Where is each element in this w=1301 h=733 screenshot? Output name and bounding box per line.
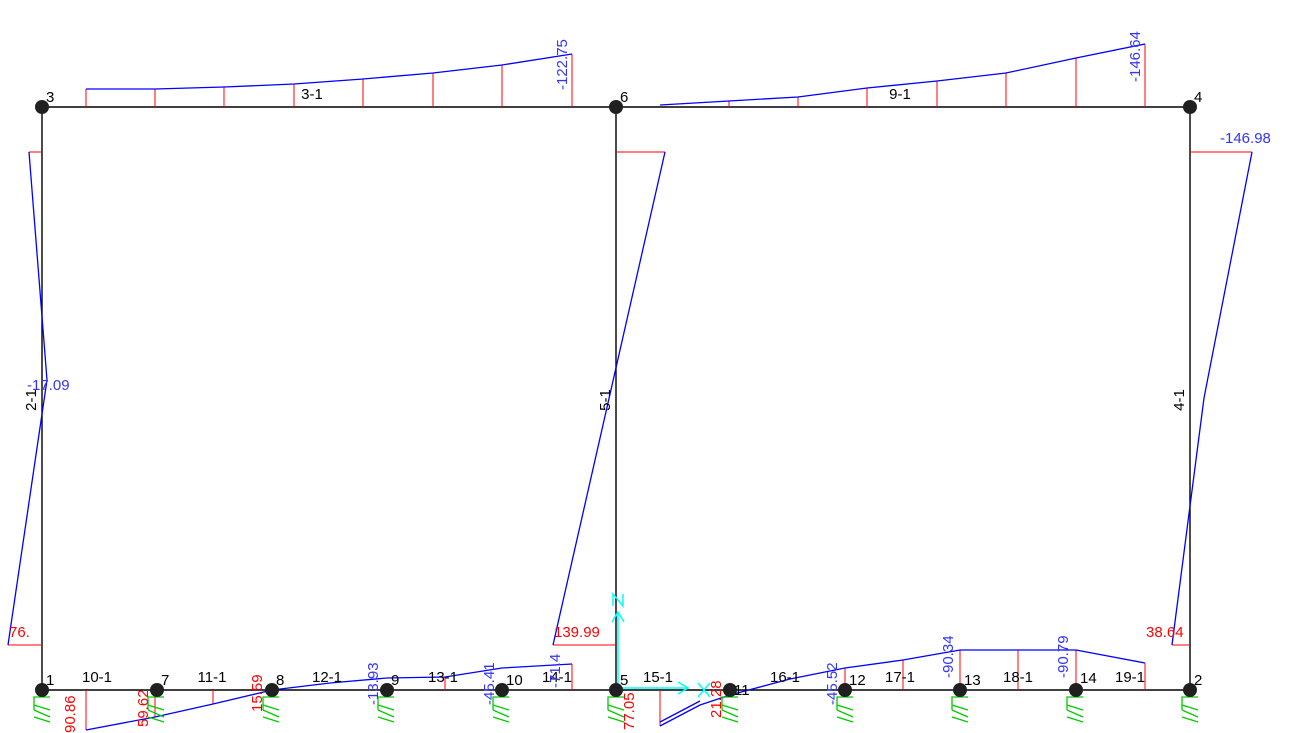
value-label-positive: 76. xyxy=(9,624,30,641)
joint-label: 10 xyxy=(506,672,523,689)
joint-marker[interactable] xyxy=(609,100,623,114)
value-label-positive: 59.62 xyxy=(135,689,152,727)
value-label-positive: 38.64 xyxy=(1146,624,1184,641)
joint-label: 4 xyxy=(1194,89,1202,106)
value-label-negative: -45.41 xyxy=(481,662,498,705)
joint-label: 5 xyxy=(620,672,628,689)
moment-curve-beam-top-right xyxy=(659,43,1146,106)
joint-label: 7 xyxy=(161,672,169,689)
moment-curve-column-left xyxy=(7,151,48,646)
frame-label: 19-1 xyxy=(1115,669,1145,686)
joint-marker[interactable] xyxy=(1183,683,1197,697)
frame-label: 11-1 xyxy=(198,669,227,686)
value-label-positive: 90.86 xyxy=(62,695,79,733)
joint-marker[interactable] xyxy=(723,683,737,697)
value-label-positive: 21.28 xyxy=(708,680,725,718)
value-label-positive: 77.05 xyxy=(621,692,638,730)
frame-label: 16-1 xyxy=(770,669,800,686)
value-label-negative: -45.52 xyxy=(824,662,841,705)
value-label-negative: -17.09 xyxy=(27,377,70,394)
fixed-support-icon xyxy=(33,696,51,723)
frame-label: 3-1 xyxy=(301,86,323,103)
value-label-positive: 15.59 xyxy=(249,674,266,712)
moment-curve-beam-bottom-left xyxy=(85,663,573,731)
joint-label: 11 xyxy=(734,682,750,699)
joint-marker[interactable] xyxy=(1069,683,1083,697)
joint-label: 14 xyxy=(1080,670,1097,687)
moment-curve-beam-top-left xyxy=(86,53,573,90)
moment-curve-column-right xyxy=(1171,151,1253,646)
frame-labels: 2-1 3-1 4-1 5-1 9-1 10-1 11-1 12-1 13-1 … xyxy=(23,86,1188,686)
joint-marker[interactable] xyxy=(495,683,509,697)
value-label-negative: -90.79 xyxy=(1055,635,1072,678)
supports xyxy=(33,696,1199,723)
joint-label: 2 xyxy=(1194,672,1202,689)
value-label-negative: -146.64 xyxy=(1127,31,1144,82)
value-label-positive: 139.99 xyxy=(554,624,600,641)
global-axes-icon xyxy=(611,591,711,698)
frame-label: 9-1 xyxy=(889,86,911,103)
joint-marker[interactable] xyxy=(265,683,279,697)
value-label-negative: -90.34 xyxy=(940,635,957,678)
frame-label: 14-1 xyxy=(542,669,572,686)
joint-label: 8 xyxy=(276,672,284,689)
moment-curve-column-middle xyxy=(552,151,666,646)
value-labels: -122.75 -146.64 -146.98 -17.09 76. 139.9… xyxy=(9,31,1271,733)
frame-label: 13-1 xyxy=(428,669,458,686)
joint-marker[interactable] xyxy=(35,100,49,114)
value-label-negative: -71.4 xyxy=(547,654,564,688)
fixed-support-icon xyxy=(1066,696,1084,723)
diagram-outlines xyxy=(7,43,1253,731)
fixed-support-icon xyxy=(262,696,280,723)
frame-label: 18-1 xyxy=(1003,669,1033,686)
frame-members xyxy=(41,106,1191,691)
fixed-support-icon xyxy=(721,696,739,723)
joint-marker[interactable] xyxy=(35,683,49,697)
fixed-support-icon xyxy=(836,696,854,723)
joint-labels: 1 2 3 4 5 6 7 8 9 10 11 12 13 14 xyxy=(46,89,1202,699)
joint-marker[interactable] xyxy=(380,683,394,697)
joint-marker[interactable] xyxy=(609,683,623,697)
frame-label: 17-1 xyxy=(885,669,915,686)
frame-label: 15-1 xyxy=(643,669,673,686)
frame-label: 4-1 xyxy=(1171,389,1188,411)
joints xyxy=(35,100,1197,697)
frame-label: 10-1 xyxy=(82,669,112,686)
joint-label: 13 xyxy=(964,672,981,689)
fixed-support-icon xyxy=(607,696,625,723)
joint-label: 9 xyxy=(391,672,399,689)
joint-label: 1 xyxy=(46,672,54,689)
fixed-support-icon xyxy=(492,696,510,723)
fixed-support-icon xyxy=(1181,696,1199,723)
value-label-negative: -122.75 xyxy=(554,39,571,90)
diagram-ordinates xyxy=(8,44,1252,730)
joint-label: 6 xyxy=(620,89,628,106)
joint-marker[interactable] xyxy=(838,683,852,697)
frame-label: 12-1 xyxy=(312,669,342,686)
frame-label: 5-1 xyxy=(597,389,614,411)
fixed-support-icon xyxy=(147,696,165,723)
joint-label: 12 xyxy=(849,672,866,689)
joint-label: 3 xyxy=(46,89,54,106)
value-label-negative: -13.93 xyxy=(365,662,382,705)
frame-label: 2-1 xyxy=(23,389,40,411)
value-label-negative: -146.98 xyxy=(1220,130,1271,147)
joint-marker[interactable] xyxy=(953,683,967,697)
fixed-support-icon xyxy=(377,696,395,723)
moment-curve-beam-bottom-right xyxy=(659,649,1146,727)
joint-marker[interactable] xyxy=(150,683,164,697)
joint-marker[interactable] xyxy=(1183,100,1197,114)
fixed-support-icon xyxy=(951,696,969,723)
